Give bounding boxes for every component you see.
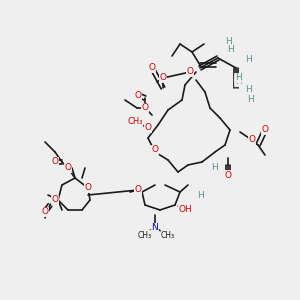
Text: O: O — [148, 64, 155, 73]
Text: O: O — [52, 158, 58, 166]
Text: O: O — [248, 136, 256, 145]
Text: O: O — [224, 170, 232, 179]
Text: O: O — [160, 74, 167, 82]
Text: H: H — [247, 95, 254, 104]
Text: O: O — [152, 146, 158, 154]
Text: O: O — [134, 91, 142, 100]
Text: O: O — [41, 208, 49, 217]
Text: O: O — [134, 185, 142, 194]
Text: O: O — [52, 196, 58, 205]
Text: O: O — [145, 124, 152, 133]
Text: CH₃: CH₃ — [127, 118, 143, 127]
Text: H: H — [225, 38, 231, 46]
Text: H: H — [226, 46, 233, 55]
Text: H: H — [235, 77, 242, 86]
Text: O: O — [134, 185, 142, 194]
Text: O: O — [262, 125, 268, 134]
Text: H: H — [196, 191, 203, 200]
Text: CH₃: CH₃ — [161, 230, 175, 239]
Text: H: H — [244, 56, 251, 64]
Text: OH: OH — [178, 206, 192, 214]
Text: N: N — [152, 224, 158, 232]
Text: H: H — [244, 85, 251, 94]
Text: O: O — [142, 103, 148, 112]
Text: O: O — [64, 164, 71, 172]
Text: H: H — [212, 164, 218, 172]
Text: O: O — [187, 68, 194, 76]
Text: H: H — [235, 74, 242, 82]
Text: CH₃: CH₃ — [138, 230, 152, 239]
Text: O: O — [85, 184, 92, 193]
